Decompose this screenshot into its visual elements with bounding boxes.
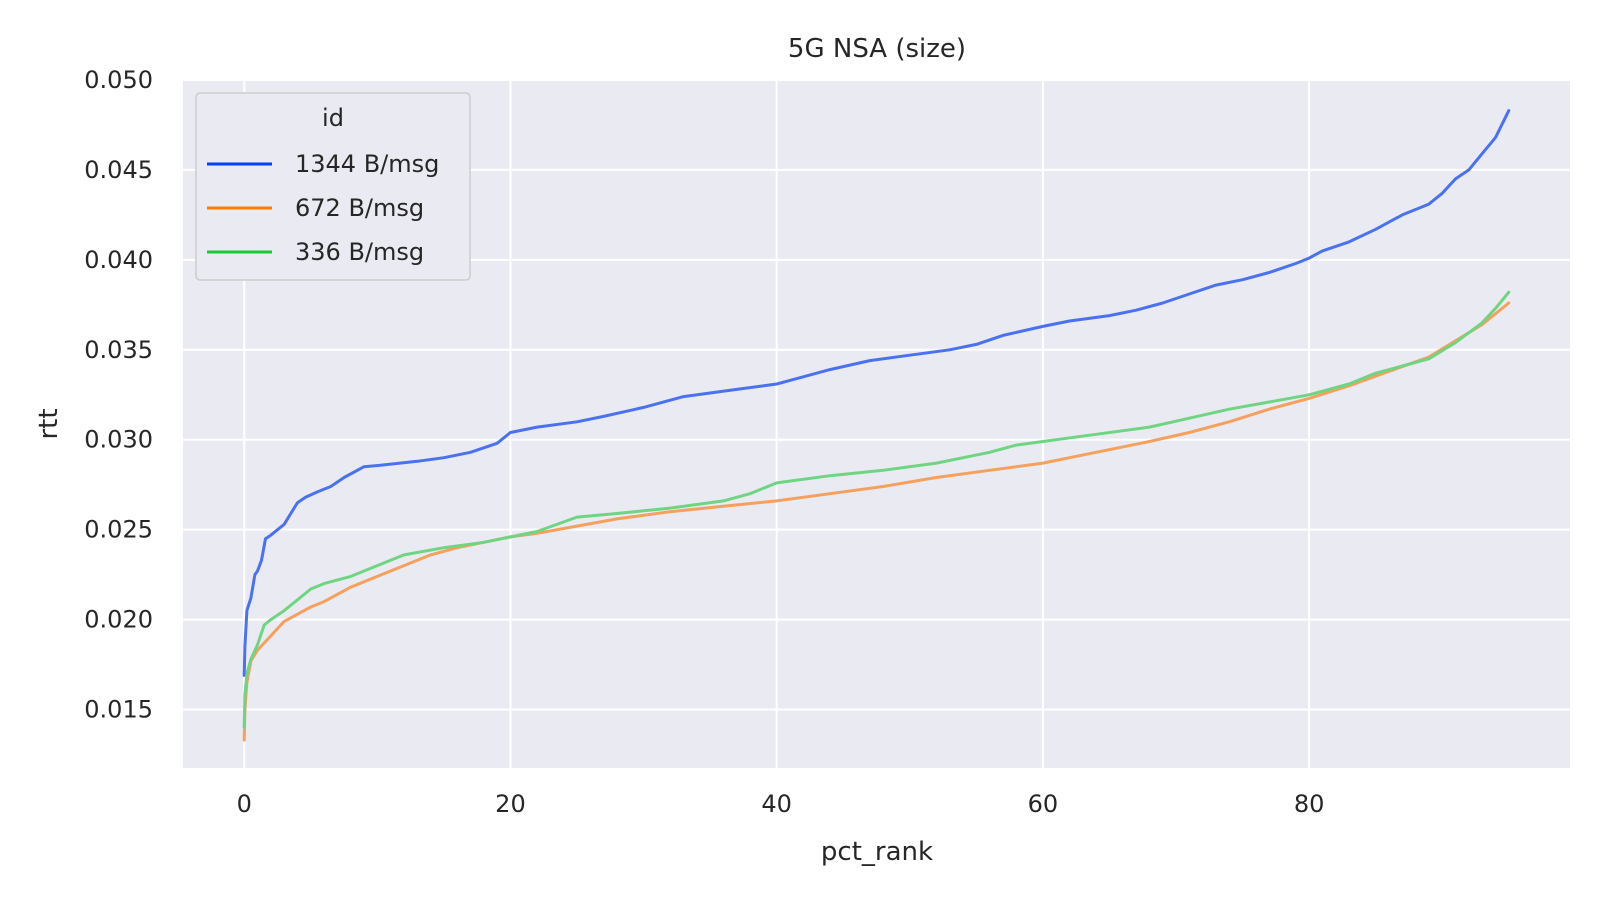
grid-lines [183,79,1570,768]
y-axis-ticks: 0.015 0.020 0.025 0.030 0.035 0.040 0.045 0.050 [84,66,153,724]
series-lines [242,109,1511,742]
legend-items: 1344 B/msg 672 B/msg 336 B/msg [207,150,439,266]
x-axis-title: pct_rank [821,837,933,867]
y-tick-label: 0.025 [84,516,153,544]
x-tick-label: 40 [761,790,792,818]
y-tick-label: 0.015 [84,696,153,724]
series-line-0 [242,109,1511,677]
legend-label: 1344 B/msg [295,150,439,178]
y-tick-label: 0.020 [84,606,153,634]
x-tick-label: 60 [1028,790,1059,818]
chart-title: 5G NSA (size) [788,34,966,64]
y-tick-label: 0.030 [84,426,153,454]
series-line-2 [242,290,1511,729]
y-tick-label: 0.040 [84,246,153,274]
x-tick-label: 80 [1294,790,1325,818]
y-axis-title: rtt [34,408,64,439]
y-tick-label: 0.050 [84,66,153,94]
series-line-1 [242,301,1511,742]
legend-label: 336 B/msg [295,238,424,266]
x-tick-label: 0 [237,790,252,818]
y-tick-label: 0.045 [84,156,153,184]
legend-title: id [322,104,344,132]
legend: id 1344 B/msg 672 B/msg 336 B/msg [195,92,471,281]
x-axis-ticks: 0 20 40 60 80 [237,790,1325,818]
y-tick-label: 0.035 [84,336,153,364]
legend-box [195,92,471,281]
x-tick-label: 20 [495,790,526,818]
legend-label: 672 B/msg [295,194,424,222]
